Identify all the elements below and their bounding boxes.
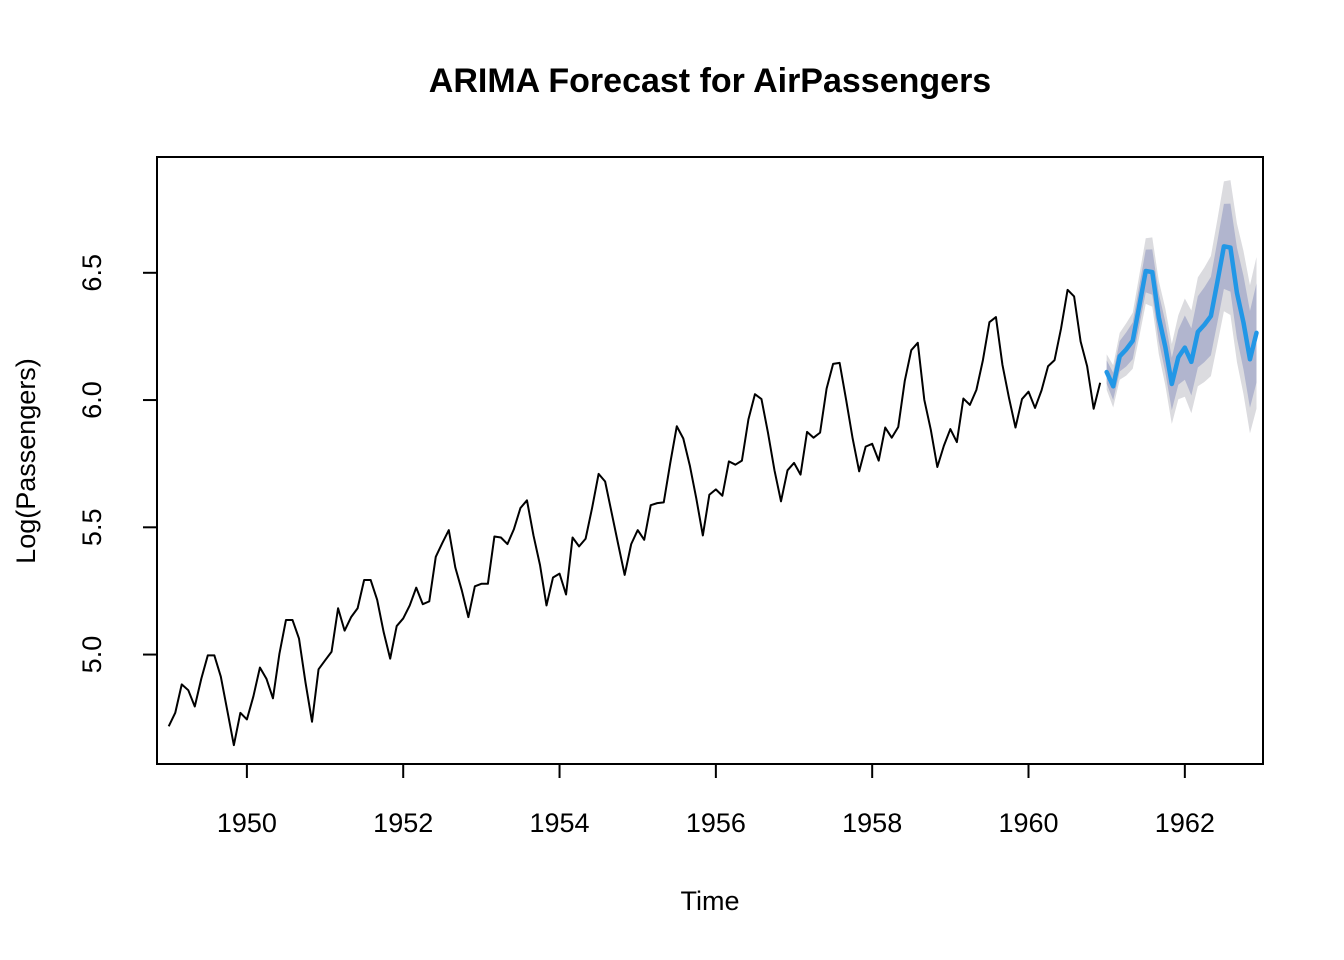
y-axis-label: Log(Passengers)	[11, 358, 41, 564]
observed-line	[167, 288, 1102, 747]
y-tick-label: 5.5	[77, 509, 107, 547]
y-tick-label: 5.0	[77, 636, 107, 674]
plot-frame	[156, 156, 1264, 765]
x-tick-label: 1950	[217, 808, 277, 838]
x-axis: 1950 1952 1954 1956 1958 1960 1962	[217, 763, 1215, 838]
y-tick-label: 6.5	[77, 254, 107, 292]
y-tick-label: 6.0	[77, 381, 107, 419]
x-tick-label: 1956	[686, 808, 746, 838]
confidence-bands	[1106, 180, 1257, 434]
x-axis-label: Time	[681, 886, 740, 916]
y-axis: 5.0 5.5 6.0 6.5	[77, 254, 158, 674]
forecast-line	[1104, 244, 1259, 389]
x-tick-label: 1954	[529, 808, 589, 838]
x-tick-label: 1958	[842, 808, 902, 838]
chart-title: ARIMA Forecast for AirPassengers	[429, 62, 991, 100]
band-80	[1106, 203, 1257, 411]
series-lines	[167, 244, 1259, 747]
x-tick-label: 1952	[373, 808, 433, 838]
x-tick-label: 1962	[1155, 808, 1215, 838]
x-tick-label: 1960	[998, 808, 1058, 838]
